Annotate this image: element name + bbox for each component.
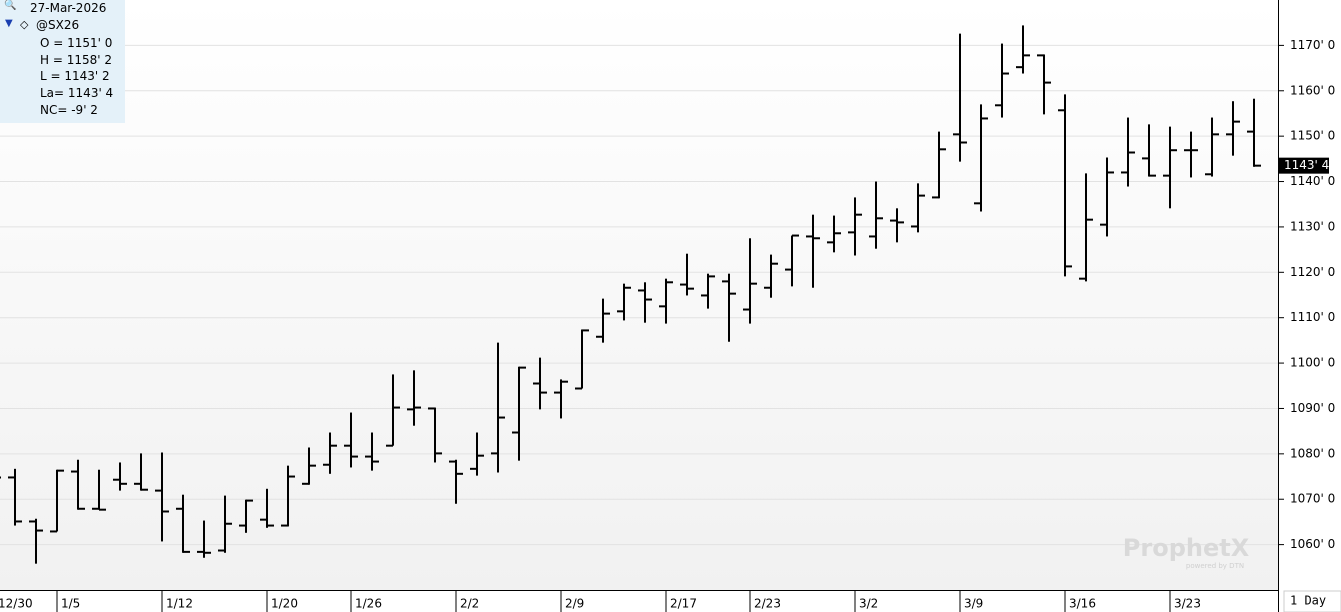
- info-symbol: @SX26: [36, 18, 80, 32]
- y-tick-label: 1070' 0: [1290, 492, 1335, 506]
- y-tick-label: 1080' 0: [1290, 446, 1335, 460]
- x-tick-label: 1/20: [271, 597, 298, 611]
- collapse-arrow[interactable]: ▼: [5, 18, 13, 29]
- info-line: La= 1143' 4: [40, 86, 114, 100]
- watermark-tagline: powered by DTN: [1186, 562, 1244, 570]
- info-line: L = 1143' 2: [40, 69, 110, 83]
- last-price-tag: [1279, 157, 1329, 174]
- x-tick-label: 1/12: [166, 597, 193, 611]
- search-icon[interactable]: 🔍: [4, 0, 17, 11]
- y-tick-label: 1140' 0: [1290, 174, 1335, 188]
- y-tick-label: 1090' 0: [1290, 401, 1335, 415]
- last-price-label: 1143' 4: [1284, 158, 1329, 172]
- y-tick-label: 1160' 0: [1290, 83, 1335, 97]
- x-tick-label: 3/16: [1069, 597, 1096, 611]
- x-tick-label: 3/2: [859, 597, 878, 611]
- info-line: H = 1158' 2: [40, 53, 112, 67]
- x-tick-label: 2/23: [754, 597, 781, 611]
- x-tick-label: 12/30: [0, 597, 33, 611]
- watermark-brand: ProphetX: [1123, 534, 1250, 562]
- info-line: O = 1151' 0: [40, 36, 113, 50]
- x-tick-label: 2/2: [460, 597, 479, 611]
- info-line: NC= -9' 2: [40, 103, 98, 117]
- x-tick-label: 1/26: [355, 597, 382, 611]
- x-tick-label: 1/5: [61, 597, 80, 611]
- x-tick-label: 2/9: [565, 597, 584, 611]
- plot-background: [0, 0, 1278, 590]
- y-tick-label: 1110' 0: [1290, 310, 1335, 324]
- interval-label[interactable]: 1 Day: [1290, 594, 1326, 608]
- info-date: 27-Mar-2026: [30, 1, 107, 15]
- info-panel: 🔍 27-Mar-2026 ▼ ◇ @SX26 O = 1151' 0 H = …: [0, 0, 125, 123]
- y-tick-label: 1150' 0: [1290, 129, 1335, 143]
- y-tick-label: 1060' 0: [1290, 537, 1335, 551]
- y-tick-label: 1130' 0: [1290, 219, 1335, 233]
- y-tick-label: 1170' 0: [1290, 38, 1335, 52]
- symbol-icon: ◇: [20, 18, 29, 31]
- y-tick-label: 1100' 0: [1290, 356, 1335, 370]
- interval-box[interactable]: [1283, 590, 1341, 612]
- x-tick-label: 3/23: [1174, 597, 1201, 611]
- x-tick-label: 3/9: [964, 597, 983, 611]
- x-tick-label: 2/17: [670, 597, 697, 611]
- y-tick-label: 1120' 0: [1290, 265, 1335, 279]
